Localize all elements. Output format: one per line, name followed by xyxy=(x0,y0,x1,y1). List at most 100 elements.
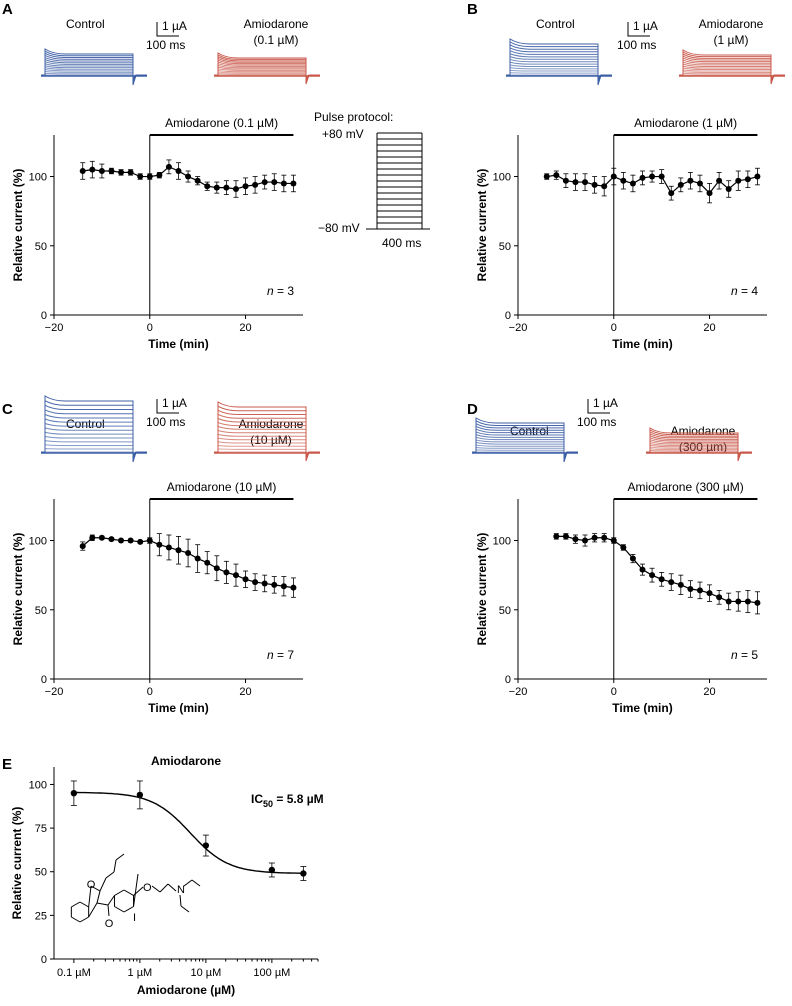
y-tick-label: 75 xyxy=(35,823,47,835)
control-traces xyxy=(506,38,612,86)
data-point xyxy=(716,177,723,184)
x-tick-label: −20 xyxy=(509,322,528,334)
data-point xyxy=(165,544,172,551)
current-trace xyxy=(506,58,612,81)
y-tick-label: 100 xyxy=(29,536,47,548)
x-tick-label: 0 xyxy=(147,686,153,698)
data-line xyxy=(556,535,758,604)
panel-letter: C xyxy=(2,401,13,418)
data-point xyxy=(252,579,259,586)
data-point xyxy=(261,580,268,587)
data-point xyxy=(677,581,684,588)
fit-curve xyxy=(73,791,304,874)
data-point xyxy=(601,534,608,541)
data-point xyxy=(668,190,675,197)
data-point xyxy=(204,183,211,190)
data-point xyxy=(572,536,579,543)
drug-traces xyxy=(214,401,320,462)
x-tick-label: 20 xyxy=(239,686,251,698)
data-point xyxy=(98,168,105,174)
data-point xyxy=(137,173,144,180)
ic50-text: IC xyxy=(251,792,263,806)
data-point xyxy=(620,177,627,184)
x-tick-label: 1 µM xyxy=(128,967,153,979)
n-italic: n xyxy=(267,648,274,662)
data-point xyxy=(735,177,742,184)
data-point xyxy=(223,569,230,576)
data-point xyxy=(127,537,134,544)
scale-bar: 1 µA 100 ms xyxy=(146,19,187,52)
ic50-label: IC50 = 5.8 µM xyxy=(251,792,324,809)
atom-N: N xyxy=(177,884,185,896)
drug-application-label: Amiodarone (0.1 µM) xyxy=(165,116,278,130)
data-point xyxy=(108,536,115,543)
data-point xyxy=(156,172,163,179)
x-tick-label: 0 xyxy=(611,322,617,334)
x-tick-label: 0 xyxy=(611,686,617,698)
current-trace xyxy=(472,436,578,458)
y-tick-label: 100 xyxy=(29,779,47,791)
current-trace xyxy=(472,417,578,463)
n-label: n = 4 xyxy=(731,284,758,298)
current-trace xyxy=(41,69,147,81)
data-point xyxy=(290,180,297,187)
panel-letter: E xyxy=(2,756,12,773)
data-point xyxy=(252,181,259,188)
current-trace xyxy=(214,401,320,462)
current-trace xyxy=(472,441,578,459)
y-tick-label: 100 xyxy=(493,536,511,548)
pulse-top-voltage: +80 mV xyxy=(322,127,364,141)
data-point xyxy=(79,168,86,174)
bond xyxy=(151,885,161,893)
drug-label: Amiodarone xyxy=(239,417,304,431)
current-trace xyxy=(41,52,147,84)
x-tick-label: 20 xyxy=(703,322,715,334)
n-value: = 3 xyxy=(274,284,295,298)
data-point xyxy=(202,842,210,849)
data-point xyxy=(754,599,761,606)
bond xyxy=(71,901,81,908)
data-point xyxy=(268,866,276,874)
data-point xyxy=(658,173,665,180)
bond xyxy=(191,879,201,887)
data-point xyxy=(677,181,684,188)
y-tick-label: 50 xyxy=(35,867,47,879)
y-tick-label: 25 xyxy=(35,910,47,922)
data-point xyxy=(754,173,761,180)
data-point xyxy=(553,533,560,540)
data-point xyxy=(118,537,125,544)
data-point xyxy=(156,541,163,548)
n-italic: n xyxy=(731,648,738,662)
pulse-protocol: Pulse protocol: +80 mV −80 mV 400 ms xyxy=(314,110,430,250)
data-point xyxy=(601,183,608,190)
bond xyxy=(113,859,117,873)
bond xyxy=(180,905,190,913)
data-point xyxy=(280,180,287,187)
y-axis-title: Relative current (%) xyxy=(10,807,24,920)
pulse-duration-label: 400 ms xyxy=(382,236,421,250)
y-axis-title: Relative current (%) xyxy=(475,169,489,282)
data-point xyxy=(185,173,192,180)
data-point xyxy=(582,179,589,186)
data-point xyxy=(553,172,560,179)
data-point xyxy=(562,177,569,184)
bond xyxy=(79,916,89,923)
data-point xyxy=(744,598,751,605)
x-axis-title: Time (min) xyxy=(612,337,672,351)
bond xyxy=(114,889,125,896)
x-tick-label: −20 xyxy=(45,322,64,334)
drug-traces xyxy=(646,427,752,462)
data-point xyxy=(610,173,617,180)
x-tick-label: 0.1 µM xyxy=(57,967,91,979)
data-point xyxy=(185,550,192,556)
data-point xyxy=(242,576,249,583)
current-trace xyxy=(472,446,578,457)
bond xyxy=(88,885,92,908)
drug-label: Amiodarone xyxy=(699,17,764,31)
data-point xyxy=(242,183,249,190)
drug-traces xyxy=(679,49,785,85)
data-point xyxy=(562,533,569,540)
bond xyxy=(88,902,98,918)
